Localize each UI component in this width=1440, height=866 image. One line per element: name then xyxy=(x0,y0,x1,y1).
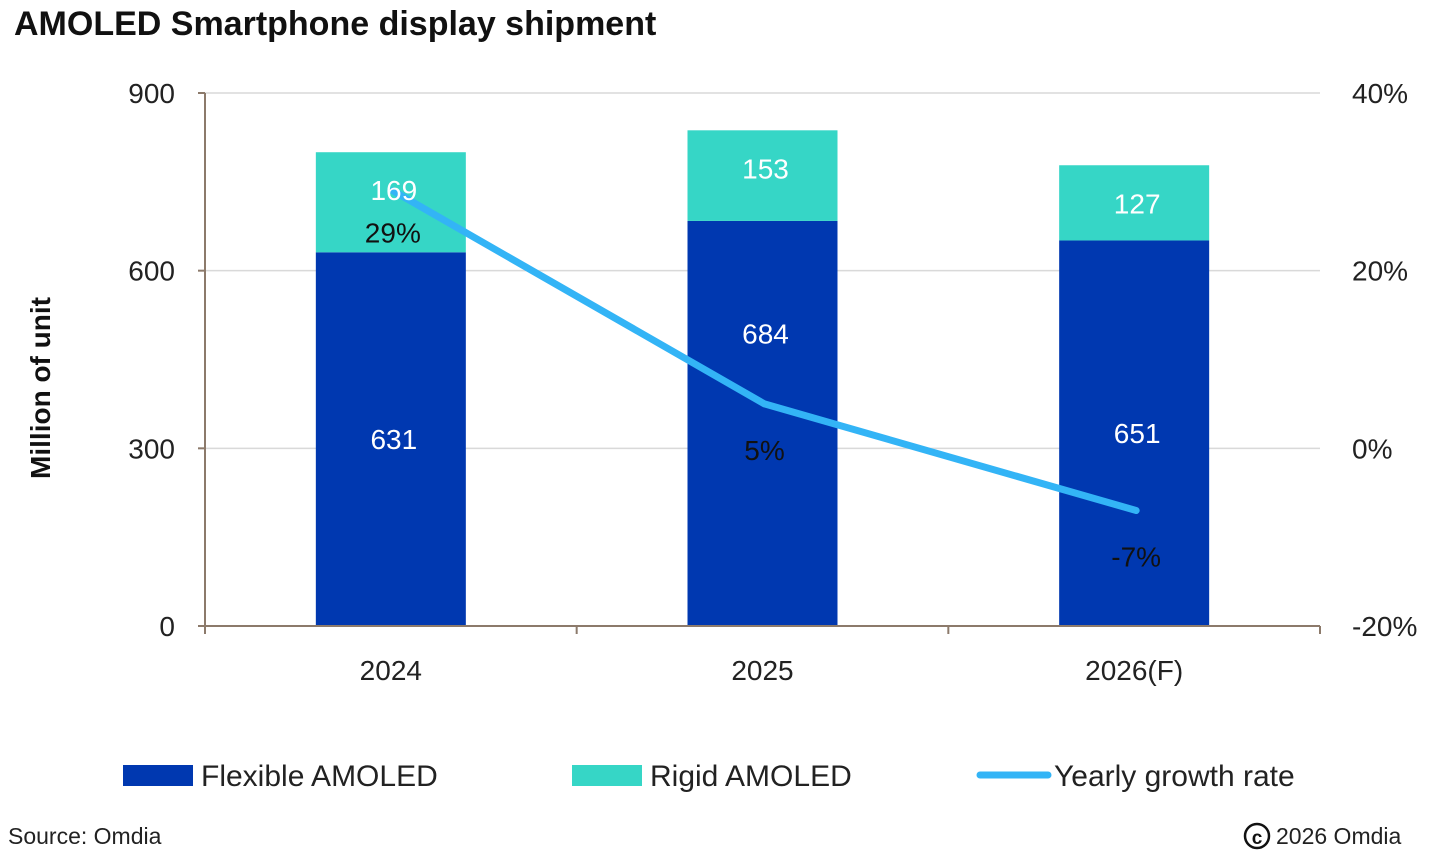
x-tick-label: 2024 xyxy=(360,655,422,686)
y-tick-label: 300 xyxy=(128,433,175,464)
copyright: c 2026 Omdia xyxy=(1243,822,1402,850)
growth-rate-line xyxy=(389,187,1140,515)
bar-value-label: 651 xyxy=(1114,418,1161,449)
bar-rigid-amoled xyxy=(1059,165,1210,241)
y2-tick-label: 20% xyxy=(1352,256,1408,287)
bar-value-label: 631 xyxy=(370,424,417,455)
y-tick-label: 600 xyxy=(128,256,175,287)
bar-flexible-amoled xyxy=(687,220,838,627)
legend-label: Rigid AMOLED xyxy=(650,760,852,793)
legend: Flexible AMOLED Rigid AMOLED Yearly growth… xyxy=(123,760,1295,793)
copyright-icon xyxy=(1243,822,1271,850)
bar-value-label: 684 xyxy=(742,318,789,349)
legend-swatch xyxy=(572,765,642,786)
growth-rate-label: 29% xyxy=(365,218,421,249)
axes: 0 300 600 900 -20% 0% 20% 40% 2024 2025 2026(F) xyxy=(128,78,1417,686)
bar-flexible-amoled xyxy=(1059,240,1210,627)
chart-title: AMOLED Smartphone display shipment xyxy=(14,5,656,43)
bar-rigid-amoled xyxy=(315,152,466,253)
x-tick-label: 2025 xyxy=(731,655,793,686)
bar-rigid-amoled xyxy=(687,130,838,221)
y2-tick-label: 40% xyxy=(1352,78,1408,109)
bar-value-label: 169 xyxy=(370,175,417,206)
growth-rate-label: 5% xyxy=(744,435,784,466)
y-tick-label: 900 xyxy=(128,78,175,109)
growth-rate-label: -7% xyxy=(1111,542,1161,573)
y-axis-label: Million of unit xyxy=(25,297,56,479)
y2-tick-label: 0% xyxy=(1352,433,1392,464)
y2-tick-label: -20% xyxy=(1352,611,1417,642)
growth-line xyxy=(389,187,1140,515)
legend-label: Flexible AMOLED xyxy=(201,760,438,793)
bar-value-label: 153 xyxy=(742,153,789,184)
legend-label: Yearly growth rate xyxy=(1054,760,1295,793)
legend-swatch xyxy=(123,765,193,786)
copyright-text: 2026 Omdia xyxy=(1276,823,1402,849)
source-note: Source: Omdia xyxy=(8,823,162,849)
data-labels: 631 169 684 153 651 127 29% 5% -7% xyxy=(365,153,1161,572)
bar-value-label: 127 xyxy=(1114,188,1161,219)
y-tick-label: 0 xyxy=(159,611,175,642)
x-tick-label: 2026(F) xyxy=(1085,655,1183,686)
copyright-icon-letter: c xyxy=(1252,828,1263,849)
bar-flexible-amoled xyxy=(315,252,466,626)
bars xyxy=(315,130,1210,627)
